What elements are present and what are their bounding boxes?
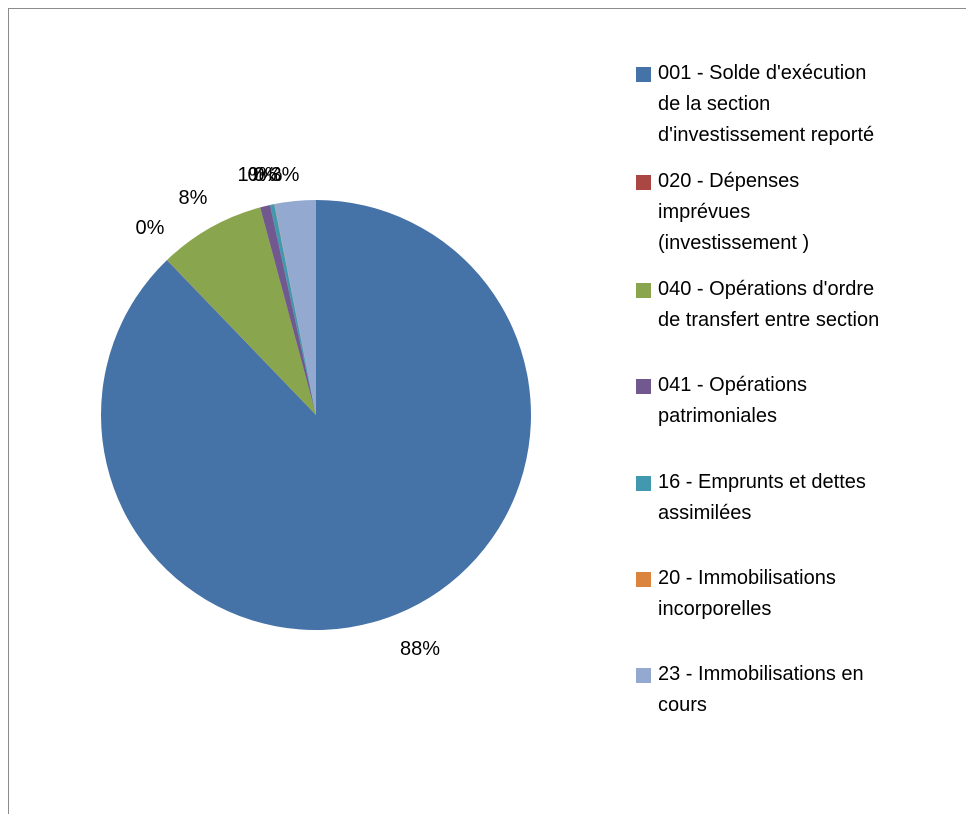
legend-label: 20 - Immobilisations incorporelles	[658, 563, 836, 625]
slice-label-0: 88%	[400, 638, 440, 660]
legend-item: 040 - Opérations d'ordre de transfert ent…	[636, 278, 879, 336]
legend-label-line: 16 - Emprunts et dettes	[658, 471, 866, 493]
legend-label-line: (investissement )	[658, 232, 810, 254]
legend-label-line: cours	[658, 694, 707, 716]
chart-frame	[8, 8, 966, 814]
legend-label: 16 - Emprunts et dettes assimilées	[658, 467, 866, 529]
slice-label-4: 0%	[248, 164, 277, 186]
legend-label-line: 001 - Solde d'exécution	[658, 62, 867, 84]
legend-swatch	[636, 572, 651, 587]
legend-item: 001 - Solde d'exécution de la section d'in…	[636, 62, 874, 151]
legend-swatch	[636, 175, 651, 190]
legend-label-line: 020 - Dépenses	[658, 170, 800, 192]
legend-swatch	[636, 67, 651, 82]
pie-slice-5	[274, 204, 316, 415]
legend-item: 20 - Immobilisations incorporelles	[636, 567, 836, 625]
legend-label-line: d'investissement reporté	[658, 124, 875, 146]
legend-label: 001 - Solde d'exécution de la section d'in…	[658, 58, 874, 151]
legend-label-line: 040 - Opérations d'ordre	[658, 278, 875, 300]
slice-label-1: 0%	[136, 217, 165, 239]
legend-label-line: assimilées	[658, 502, 752, 524]
legend-swatch	[636, 668, 651, 683]
pie-slice-3	[260, 204, 316, 415]
legend-swatch	[636, 283, 651, 298]
pie-slice-2	[167, 207, 316, 415]
legend-label-line: 041 - Opérations	[658, 374, 807, 396]
legend-label: 23 - Immobilisations en cours	[658, 659, 864, 721]
legend-label: 041 - Opérations patrimoniales	[658, 370, 807, 432]
legend-item: 041 - Opérations patrimoniales	[636, 374, 807, 432]
legend-label-line: de la section	[658, 93, 771, 115]
slice-label-6: 3%	[271, 164, 300, 186]
slice-label-3: 1%	[238, 164, 267, 186]
legend-item: 16 - Emprunts et dettes assimilées	[636, 471, 866, 529]
legend-label-line: 20 - Immobilisations	[658, 567, 836, 589]
legend-item: 020 - Dépenses imprévues (investissement )	[636, 170, 809, 259]
legend-label: 020 - Dépenses imprévues (investissement )	[658, 166, 809, 259]
legend-label: 040 - Opérations d'ordre de transfert ent…	[658, 274, 879, 336]
legend-label-line: 23 - Immobilisations en	[658, 663, 864, 685]
legend-label-line: imprévues	[658, 201, 751, 223]
legend-swatch	[636, 379, 651, 394]
slice-label-5: 0%	[254, 164, 283, 186]
legend-label-line: de transfert entre section	[658, 309, 880, 331]
pie-slice-4	[270, 204, 316, 415]
pie-slice-6	[274, 200, 316, 415]
pie-slice-1	[166, 259, 316, 415]
slice-label-2: 8%	[179, 187, 208, 209]
legend-label-line: incorporelles	[658, 598, 772, 620]
legend-item: 23 - Immobilisations en cours	[636, 663, 864, 721]
legend-swatch	[636, 476, 651, 491]
legend-label-line: patrimoniales	[658, 405, 777, 427]
pie-slice-0	[100, 200, 531, 631]
